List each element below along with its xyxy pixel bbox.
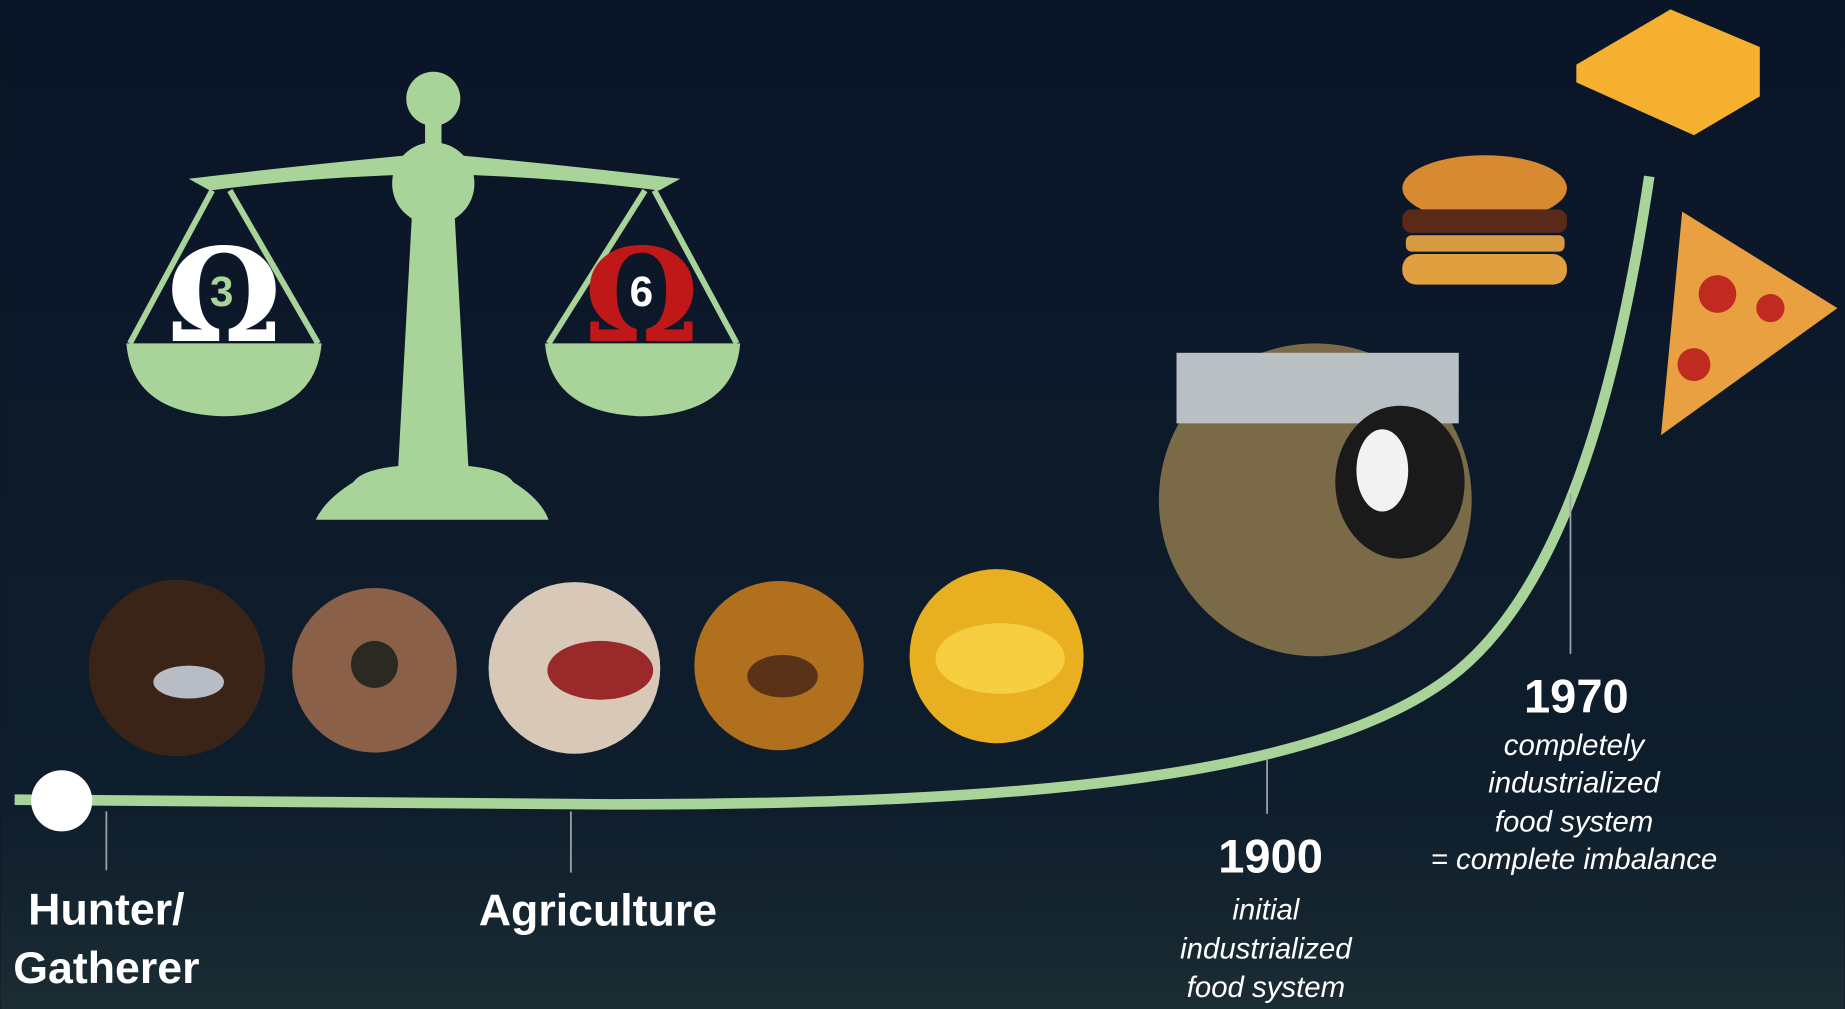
era-label: Hunter/	[28, 885, 184, 934]
era-description: = complete imbalance	[1431, 843, 1718, 876]
omega-3-label: 3	[210, 268, 234, 315]
era-label: Gatherer	[13, 944, 199, 993]
era-description: industrialized	[1488, 767, 1661, 800]
era-description: completely	[1504, 729, 1647, 762]
slide: Ω 3 Ω 6 Hunter/ Gatherer Agriculture	[0, 0, 1845, 1009]
timeline-start	[31, 770, 92, 831]
era-description: initial	[1232, 894, 1300, 927]
era-label: Agriculture	[479, 887, 717, 936]
omega-6-label: 6	[630, 268, 654, 315]
era-description: food system	[1187, 971, 1345, 1004]
era-description: industrialized	[1180, 932, 1353, 965]
era-description: food system	[1495, 805, 1653, 838]
year-label: 1900	[1218, 830, 1323, 883]
year-label: 1970	[1524, 670, 1629, 723]
